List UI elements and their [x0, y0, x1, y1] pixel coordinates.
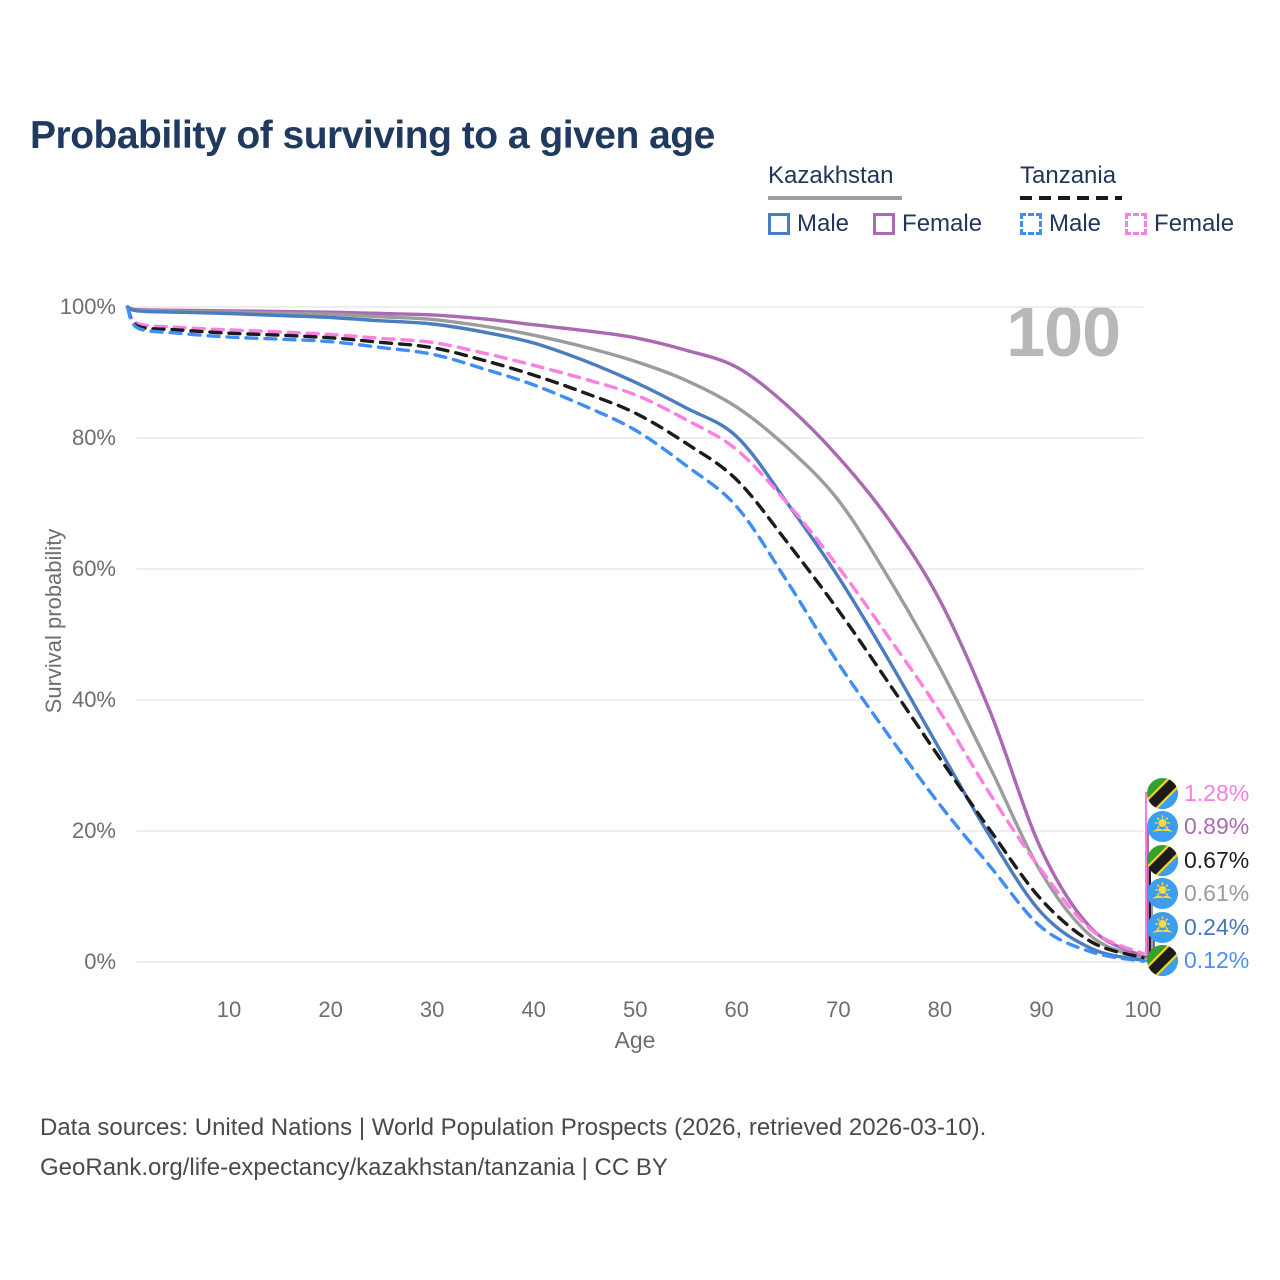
endpoint-label-row: 1.28%: [1147, 777, 1249, 809]
series-line-tanzania-female: [125, 305, 1145, 956]
series-line-tanzania-male: [125, 305, 1145, 963]
endpoint-value: 1.28%: [1184, 779, 1250, 806]
legend-label: Male: [797, 210, 850, 237]
x-axis-tick-label: 100: [1124, 997, 1162, 1022]
x-axis-tick-label: 60: [724, 997, 750, 1022]
legend-group-tanzania: Tanzania Male Female: [1020, 162, 1260, 238]
endpoint-value: 0.24%: [1184, 913, 1250, 940]
tanzania-flag-icon: [1147, 945, 1178, 976]
kazakhstan-male-swatch-icon: [768, 213, 790, 235]
legend-label: Female: [1154, 210, 1235, 237]
x-axis-tick-label: 30: [419, 997, 445, 1022]
legend-group-kazakhstan: Kazakhstan Male Female: [768, 162, 998, 238]
endpoint-label-row: 0.12%: [1147, 945, 1249, 977]
legend-label: Female: [902, 210, 983, 237]
endpoint-label-row: 0.61%: [1147, 878, 1249, 910]
kazakhstan-flag-icon: [1147, 911, 1178, 943]
endpoint-label-row: 0.24%: [1147, 911, 1249, 943]
legend-country-tanzania: Tanzania: [1020, 162, 1117, 189]
kazakhstan-solid-line-sample: [768, 196, 902, 200]
x-axis-tick-label: 70: [826, 997, 851, 1022]
endpoint-label-row: 0.89%: [1147, 811, 1249, 843]
y-axis-tick-label: 80%: [71, 425, 116, 450]
x-axis-tick-label: 50: [623, 997, 648, 1022]
tanzania-male-swatch-icon: [1020, 213, 1042, 235]
endpoint-value: 0.12%: [1184, 947, 1250, 973]
legend-item-kazakhstan-female[interactable]: Female: [873, 210, 982, 238]
series-line-kazakhstan-male: [125, 305, 1145, 963]
data-sources-note: Data sources: United Nations | World Pop…: [40, 1108, 986, 1188]
endpoint-value: 0.89%: [1184, 813, 1250, 839]
kazakhstan-flag-icon: [1147, 878, 1178, 909]
x-axis-tick-label: 40: [521, 997, 546, 1022]
tanzania-flag-icon: [1147, 844, 1178, 876]
legend-country-kazakhstan: Kazakhstan: [768, 162, 894, 189]
x-axis-tick-label: 80: [927, 997, 953, 1022]
legend-item-tanzania-male[interactable]: Male: [1020, 210, 1101, 238]
series-line-kazakhstan-female: [125, 305, 1145, 958]
tanzania-dashed-line-sample: [1020, 196, 1122, 200]
series-line-kazakhstan-both: [125, 305, 1145, 960]
y-axis-tick-label: 60%: [71, 556, 116, 581]
x-axis-tick-label: 90: [1029, 997, 1054, 1022]
tanzania-flag-icon: [1147, 777, 1178, 809]
y-axis-tick-label: 40%: [71, 687, 116, 712]
legend-item-tanzania-female[interactable]: Female: [1125, 210, 1234, 238]
attribution-line: GeoRank.org/life-expectancy/kazakhstan/t…: [40, 1154, 668, 1181]
x-axis-tick-label: 20: [318, 997, 343, 1022]
kazakhstan-flag-icon: [1147, 811, 1178, 842]
legend-item-kazakhstan-male[interactable]: Male: [768, 210, 849, 238]
page-title: Probability of surviving to a given age: [30, 114, 715, 158]
y-axis-tick-label: 20%: [71, 818, 116, 843]
legend-label: Male: [1049, 210, 1102, 237]
x-axis-title: Age: [614, 1027, 656, 1053]
kazakhstan-female-swatch-icon: [873, 213, 896, 235]
tanzania-female-swatch-icon: [1125, 213, 1148, 235]
series-line-tanzania-both: [125, 305, 1145, 960]
age-watermark: 100: [1006, 293, 1121, 371]
y-axis-tick-label: 0%: [84, 949, 116, 974]
y-axis-tick-label: 100%: [59, 294, 116, 319]
data-sources-line: Data sources: United Nations | World Pop…: [40, 1114, 987, 1141]
endpoint-label-row: 0.67%: [1147, 844, 1249, 876]
endpoint-value: 0.67%: [1184, 846, 1250, 873]
endpoint-value: 0.61%: [1184, 880, 1250, 906]
x-axis-tick-label: 10: [216, 997, 242, 1022]
